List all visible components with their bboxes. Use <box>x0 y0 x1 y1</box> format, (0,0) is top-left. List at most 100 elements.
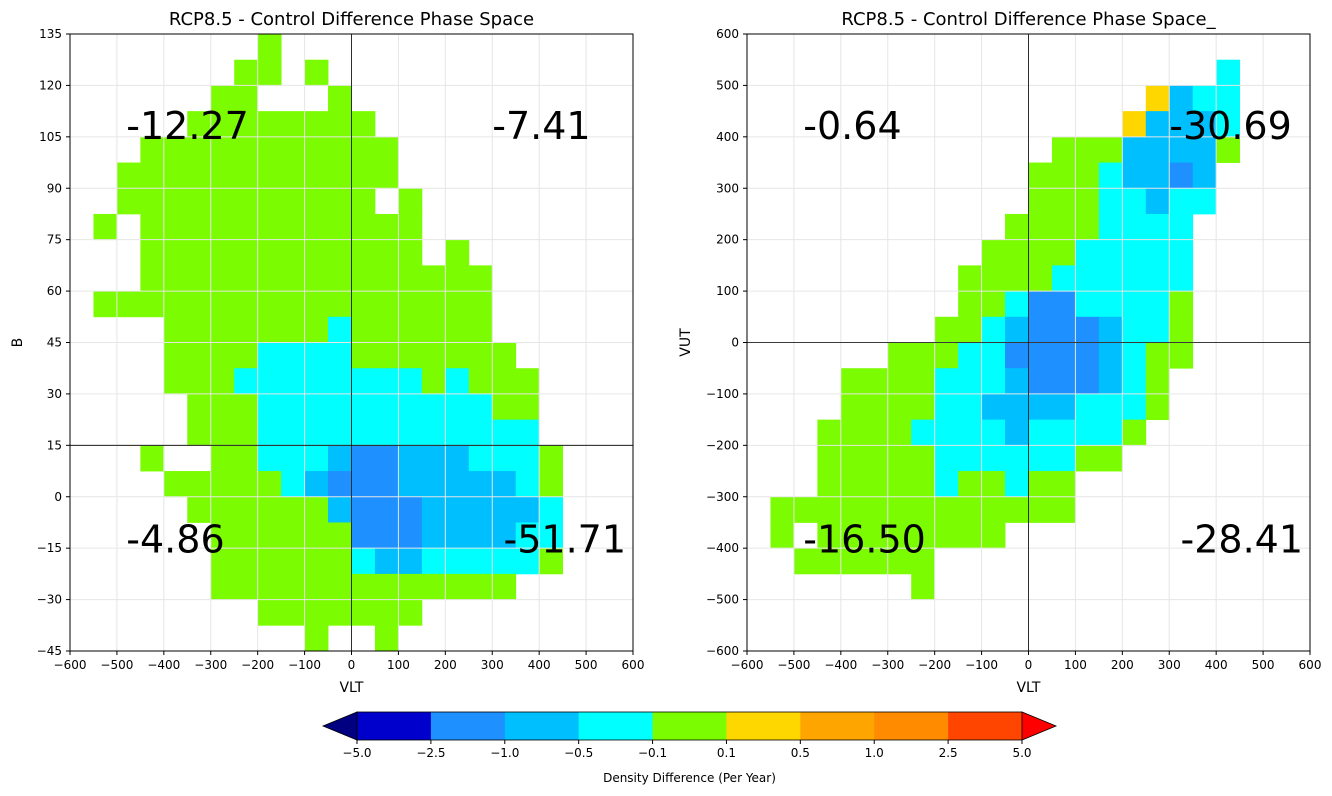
heatmap-cell <box>1051 136 1123 163</box>
heatmap-cell <box>1145 85 1170 112</box>
x-tick-label: −200 <box>918 658 951 672</box>
x-tick-label: 400 <box>528 658 551 672</box>
colorbar-tick-label: 0.5 <box>791 746 810 760</box>
colorbar-over-arrow <box>1021 711 1058 741</box>
heatmap-cell <box>1005 213 1029 241</box>
heatmap-cell <box>210 522 352 549</box>
heatmap-cell <box>770 496 1029 523</box>
heatmap-cell <box>351 316 493 343</box>
heatmap-cell <box>1169 188 1217 215</box>
x-tick-label: −500 <box>777 658 810 672</box>
heatmap-cell <box>1169 291 1194 318</box>
x-tick-label: 600 <box>1299 658 1322 672</box>
heatmap-cell <box>1098 316 1123 343</box>
x-tick-label: 200 <box>1111 658 1134 672</box>
y-tick-label: 0 <box>54 490 62 504</box>
heatmap-cell <box>351 471 399 498</box>
heatmap-cell <box>304 59 329 86</box>
heatmap-cell <box>187 111 352 138</box>
y-tick-label: 30 <box>47 387 62 401</box>
heatmap-cell <box>281 471 305 498</box>
heatmap-cell <box>539 471 564 498</box>
x-tick-label: −600 <box>54 658 87 672</box>
heatmap-cell <box>1028 342 1100 369</box>
heatmap-cell <box>1028 496 1076 523</box>
heatmap-cell <box>539 548 564 575</box>
y-tick-label: −400 <box>706 541 739 555</box>
colorbar-tick-label: 1.0 <box>865 746 884 760</box>
x-tick-label: −400 <box>824 658 857 672</box>
heatmap-cell <box>93 291 352 318</box>
heatmap-cell <box>1028 316 1100 343</box>
heatmap-cell <box>187 393 259 421</box>
heatmap-cell <box>468 445 540 472</box>
heatmap-cell <box>93 213 118 241</box>
heatmap-cell <box>210 573 352 600</box>
x-tick-label: −200 <box>241 658 274 672</box>
heatmap-cell <box>421 522 517 549</box>
heatmap-cell <box>1169 162 1194 189</box>
heatmap-cell <box>1028 368 1100 395</box>
x-tick-label: 600 <box>622 658 645 672</box>
heatmap-cell <box>351 111 376 138</box>
y-tick-label: 15 <box>47 438 62 452</box>
heatmap-cell <box>1028 393 1076 421</box>
heatmap-cell <box>445 368 470 395</box>
heatmap-cell <box>421 496 540 523</box>
quadrant-value-lower-right: -28.41 <box>1181 517 1304 561</box>
colorbar-tick-label: −0.1 <box>638 746 667 760</box>
x-tick-label: −300 <box>194 658 227 672</box>
heatmap-cell <box>770 522 795 549</box>
heatmap-cell <box>934 393 982 421</box>
y-tick-label: −15 <box>37 541 62 555</box>
right-heatmap-panel: −600 −500 −400 −300 −200 −100 0 100 200 300 400 500… <box>678 9 1321 696</box>
heatmap-cell <box>981 393 1006 421</box>
heatmap-cell <box>817 471 936 498</box>
y-tick-label: 0 <box>731 336 739 350</box>
heatmap-cell <box>421 471 517 498</box>
heatmap-cell <box>1028 471 1076 498</box>
y-tick-label: −45 <box>37 644 62 658</box>
colorbar-under-arrow <box>321 711 358 741</box>
heatmap-cell <box>1098 342 1123 369</box>
heatmap-cell <box>1005 368 1029 395</box>
heatmap-cell <box>398 188 423 215</box>
heatmap-cell <box>1005 471 1029 498</box>
quadrant-value-upper-left: -12.27 <box>126 104 249 148</box>
colorbar-tick-label: 2.5 <box>939 746 958 760</box>
heatmap-cell <box>539 445 564 472</box>
heatmap-cell <box>492 393 540 421</box>
x-tick-label: 200 <box>434 658 457 672</box>
quadrant-value-lower-left: -4.86 <box>126 517 224 561</box>
y-tick-label: −300 <box>706 490 739 504</box>
heatmap-cell <box>1169 85 1194 112</box>
left-heatmap-panel: −600 −500 −400 −300 −200 −100 0 100 200 300 400 500… <box>10 9 644 696</box>
y-tick-label: −600 <box>706 644 739 658</box>
heatmap-cell <box>163 368 235 395</box>
x-tick-label: 300 <box>1158 658 1181 672</box>
y-tick-label: 75 <box>47 233 62 247</box>
heatmap-cell <box>1216 59 1241 86</box>
y-tick-label: −100 <box>706 387 739 401</box>
y-tick-label: 45 <box>47 336 62 350</box>
heatmap-cell <box>1098 213 1194 241</box>
y-tick-label: 400 <box>716 130 739 144</box>
heatmap-cell <box>328 496 352 523</box>
heatmap-cell <box>328 316 352 343</box>
heatmap-cell <box>445 239 470 266</box>
heatmap-cell <box>1028 445 1076 472</box>
heatmap-cell <box>1028 265 1053 292</box>
heatmap-cell <box>515 471 540 498</box>
colorbar-swatch <box>430 712 506 740</box>
heatmap-cell <box>1145 111 1217 138</box>
quadrant-value-upper-left: -0.64 <box>803 104 901 148</box>
y-tick-label: 60 <box>47 284 62 298</box>
heatmap-cell <box>163 471 282 498</box>
heatmap-cell <box>817 445 936 472</box>
heatmap-cell <box>210 548 352 575</box>
colorbar-tick-label: 5.0 <box>1012 746 1031 760</box>
heatmap-cell <box>1028 291 1076 318</box>
heatmap-cell <box>140 265 352 292</box>
heatmap-cell <box>958 265 1029 292</box>
heatmap-cell <box>351 265 493 292</box>
